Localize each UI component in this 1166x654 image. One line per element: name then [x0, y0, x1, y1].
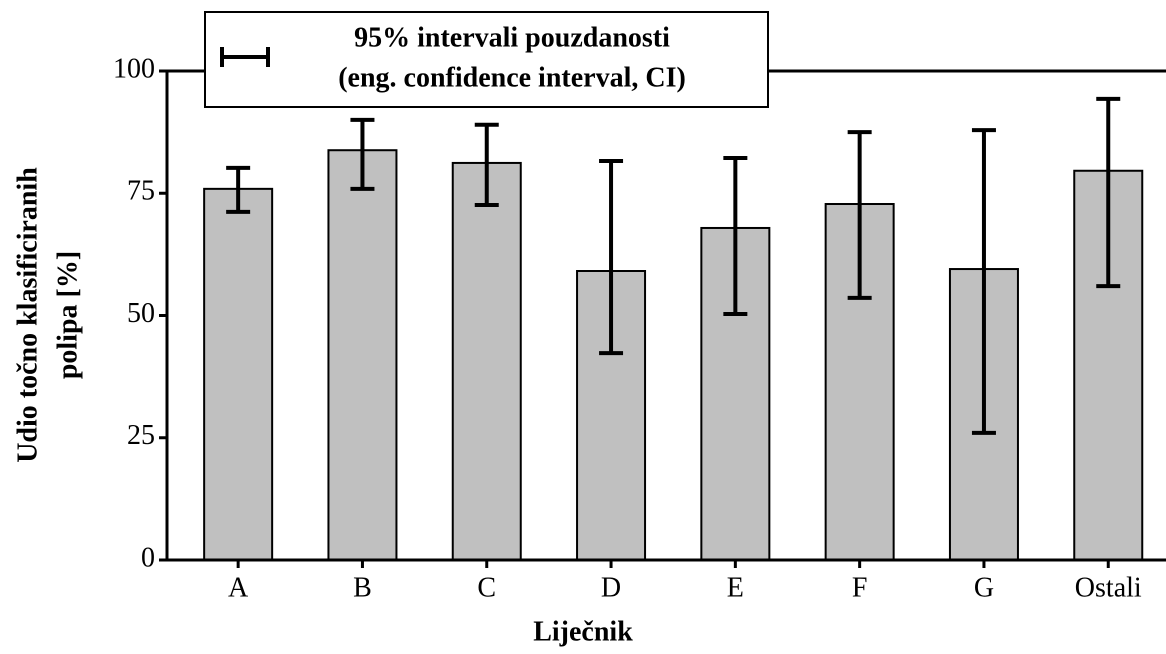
y-tick-label: 100 — [113, 53, 155, 84]
x-tick-label: Ostali — [1075, 572, 1142, 603]
x-tick-label: D — [601, 572, 621, 603]
y-tick-label: 75 — [127, 176, 155, 207]
error-bar — [971, 128, 996, 435]
x-tick-label: G — [974, 572, 994, 603]
error-bar — [1096, 96, 1121, 289]
y-tick-label: 50 — [127, 298, 155, 329]
x-tick-label: C — [477, 572, 496, 603]
x-axis-label: Liječnik — [533, 616, 633, 647]
y-axis-label-line: polipa [%] — [52, 251, 83, 379]
legend-box — [204, 11, 769, 108]
error-bar — [847, 130, 872, 300]
bar — [203, 187, 274, 561]
y-axis-label-line: Udio točno klasificiranih — [12, 167, 43, 463]
error-bar — [723, 156, 748, 317]
error-bar — [599, 158, 624, 356]
x-tick-label: E — [727, 572, 744, 603]
error-bar — [474, 122, 499, 207]
bar — [327, 149, 398, 562]
legend: 95% intervali pouzdanosti (eng. confidenc… — [204, 11, 769, 108]
y-tick-label: 25 — [127, 420, 155, 451]
x-tick-label: A — [228, 572, 249, 603]
y-tick-label: 0 — [141, 542, 155, 573]
error-bar — [350, 117, 375, 191]
x-tick-label: F — [852, 572, 868, 603]
legend-text: (eng. confidence interval, CI) — [338, 62, 686, 93]
y-axis-label: Udio točno klasificiranih polipa [%] — [12, 167, 83, 463]
x-tick-label: B — [353, 572, 372, 603]
error-bar — [226, 165, 251, 214]
legend-icon — [220, 47, 270, 67]
bar — [451, 161, 522, 561]
legend-text: 95% intervali pouzdanosti — [354, 22, 670, 53]
